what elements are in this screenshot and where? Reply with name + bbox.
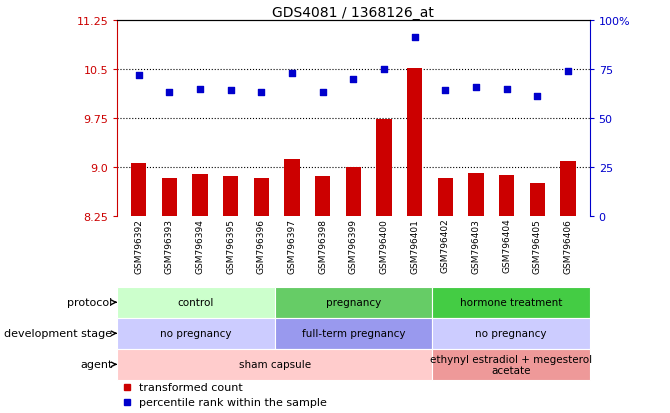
Point — [440, 88, 451, 95]
Point — [195, 86, 206, 93]
Bar — [432, 287, 590, 318]
Point — [501, 86, 512, 93]
Bar — [161, 179, 177, 217]
Bar — [223, 176, 239, 217]
Point — [563, 69, 574, 75]
Bar — [468, 173, 484, 217]
Text: no pregnancy: no pregnancy — [475, 328, 547, 339]
Text: transformed count: transformed count — [139, 382, 243, 392]
Bar — [432, 318, 590, 349]
Point — [471, 84, 482, 91]
Bar — [192, 174, 208, 217]
Bar — [315, 177, 330, 217]
Text: sham capsule: sham capsule — [239, 359, 311, 370]
Text: pregnancy: pregnancy — [326, 297, 381, 308]
Bar — [438, 178, 453, 217]
Point — [348, 76, 359, 83]
Text: agent: agent — [80, 359, 113, 370]
Bar — [499, 176, 515, 217]
Bar — [275, 318, 432, 349]
Point — [256, 90, 267, 97]
Text: hormone treatment: hormone treatment — [460, 297, 562, 308]
Text: percentile rank within the sample: percentile rank within the sample — [139, 396, 326, 407]
Text: no pregnancy: no pregnancy — [160, 328, 232, 339]
Point — [287, 70, 297, 77]
Bar — [275, 287, 432, 318]
Point — [318, 90, 328, 97]
Title: GDS4081 / 1368126_at: GDS4081 / 1368126_at — [273, 6, 434, 20]
Bar — [117, 318, 275, 349]
Point — [164, 90, 175, 97]
Point — [379, 66, 389, 73]
Point — [532, 94, 543, 100]
Bar — [530, 183, 545, 217]
Bar — [377, 120, 392, 217]
Point — [225, 88, 236, 95]
Bar — [254, 179, 269, 217]
Bar — [117, 349, 432, 380]
Text: development stage: development stage — [5, 328, 113, 339]
Text: full-term pregnancy: full-term pregnancy — [302, 328, 405, 339]
Bar — [561, 162, 576, 217]
Bar — [407, 69, 423, 217]
Text: ethynyl estradiol + megesterol
acetate: ethynyl estradiol + megesterol acetate — [430, 354, 592, 375]
Bar — [117, 287, 275, 318]
Bar — [284, 160, 299, 217]
Text: protocol: protocol — [67, 297, 113, 308]
Point — [133, 72, 144, 79]
Bar — [131, 163, 146, 217]
Text: control: control — [178, 297, 214, 308]
Bar — [346, 167, 361, 217]
Bar — [432, 349, 590, 380]
Point — [409, 35, 420, 42]
